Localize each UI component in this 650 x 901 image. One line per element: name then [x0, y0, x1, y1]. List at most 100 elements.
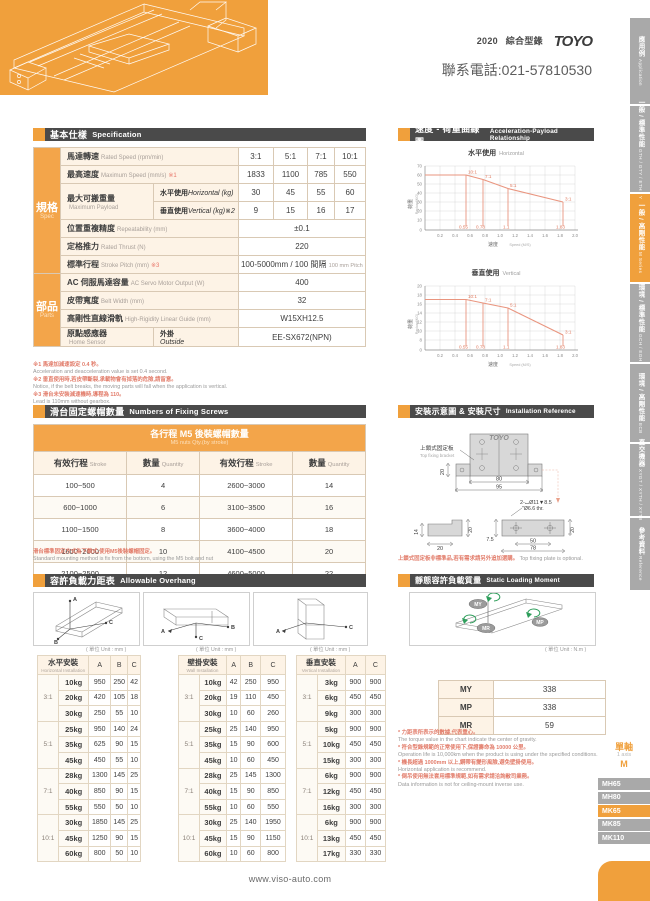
cell: 450	[344, 829, 366, 847]
sidebar-tab-m-series[interactable]: 一般 / 高剛性能 M Series	[630, 194, 650, 282]
cell: 10kg	[317, 736, 346, 753]
cell: 300	[344, 705, 366, 722]
svg-text:"Ø6.6 thr.: "Ø6.6 thr.	[522, 506, 544, 512]
sidebar-tab-label: 應用例	[637, 36, 644, 57]
moment-key: MY	[438, 680, 494, 699]
section-title-en: Static Loading Moment	[486, 577, 560, 584]
cell: 300	[364, 798, 387, 816]
svg-text:0.55: 0.55	[459, 225, 468, 230]
sidebar-tab-ecb[interactable]: 環境 / 高剛性能 ECB	[630, 364, 650, 442]
svg-text:14: 14	[417, 311, 422, 316]
sidebar-tab-label: 參考資料	[637, 526, 644, 555]
overhang-diagram-wall: A B C	[143, 592, 250, 646]
cell: 40kg	[199, 783, 227, 800]
svg-text:1.83: 1.83	[556, 225, 565, 230]
chart-vertical: 垂直使用 Vertical 10:1 7:1 5:1	[398, 268, 594, 375]
spec-value: 55	[307, 183, 335, 202]
screws-table-title: 各行程 M5 後裝螺帽數量 M5 nuts Qty.(by stroke)	[33, 424, 366, 452]
cell: 10	[225, 751, 242, 769]
note-text: ※2 垂直使用時,若皮帶斷裂,承載物會有掉落的危險,請留意。	[33, 376, 177, 383]
cell: 550	[88, 798, 112, 816]
sidebar-tab-gch-egh[interactable]: 環境 / 標準性能 GCH / EGH	[630, 284, 650, 362]
section-header-install: 安裝示意圖 & 安裝尺寸 Installation Reference	[398, 405, 594, 418]
cell: 145	[110, 814, 129, 831]
svg-text:20: 20	[437, 546, 443, 552]
svg-text:1.6: 1.6	[542, 353, 548, 358]
svg-text:30: 30	[417, 200, 422, 205]
cell: 19	[225, 689, 242, 707]
spec-group-en: Spec	[40, 213, 54, 220]
table-row: 原點感應器 Home Sensor 外掛 Outside EE-SX672(NPN)	[34, 327, 367, 347]
note-text: 滑台標準固定方式為下鎖式,使用M5後裝螺帽固定。	[33, 549, 156, 555]
model-tab-mh80[interactable]: MH80	[598, 791, 650, 804]
cell: 900	[344, 767, 366, 785]
cell: 45kg	[199, 829, 227, 847]
overhang-table-horizontal: 水平安裝 Horizontal Installation A B C 3:1 10…	[36, 655, 141, 863]
table-row: 最高速度 Maximum Speed (mm/s) ※1 1833 1100 785…	[34, 165, 367, 184]
table-row: 45kg 1250 90 15	[38, 829, 141, 847]
model-tabs[interactable]: MH65 MH80 MK65 MK85 MK110	[598, 778, 650, 846]
table-row: 7:1 28kg 25 145 1300	[178, 767, 286, 816]
sidebar-tab-reference[interactable]: 參考資料 Reference	[630, 518, 650, 590]
model-tab-mk110[interactable]: MK110	[598, 832, 650, 844]
install-note: 上鎖式固定板非標準品,若有需求請另外追加選購。 Top fixing plate…	[398, 556, 598, 563]
sidebar-tab-label: 一般 / 標準性能	[637, 98, 644, 147]
note-text: The torque value in the chart indicate t…	[398, 737, 537, 744]
svg-text:0.6: 0.6	[467, 233, 473, 238]
table-row: 3:1 10kg 42 250 950	[178, 674, 286, 722]
cell: 60	[240, 845, 262, 863]
cell: 450	[344, 689, 366, 707]
column-header-b: B	[240, 655, 262, 675]
cell: 8	[126, 518, 200, 541]
sidebar-tab-application[interactable]: 應用例 Application	[630, 18, 650, 104]
svg-text:0.2: 0.2	[437, 233, 443, 238]
svg-text:78: 78	[530, 546, 536, 552]
model-tab-mh65[interactable]: MH65	[598, 778, 650, 790]
cell: 50	[110, 798, 129, 816]
cell: 30kg	[57, 814, 90, 831]
spec-value: 400	[237, 273, 367, 292]
contact-phone: 聯系電話:021-57810530	[441, 62, 592, 78]
svg-text:A: A	[161, 629, 165, 635]
chart-title: 水平使用 Horizontal	[468, 150, 524, 157]
catalog-name: 綜合型錄	[505, 36, 543, 46]
cell: 1250	[88, 829, 112, 847]
cell: 30kg	[199, 814, 227, 831]
cell: 260	[260, 705, 286, 722]
spec-label-home-sensor: 原點感應器 Home Sensor	[60, 327, 154, 347]
sidebar-tab-sublabel: GTH / GTY / ETH / Y	[638, 148, 643, 200]
svg-text:7.5: 7.5	[486, 537, 493, 543]
static-loading-moment-table: MY 338 MP 338 MR 59	[438, 680, 606, 735]
note-text: Notice, if the belt breaks, the moving p…	[33, 384, 228, 391]
svg-text:1.4: 1.4	[527, 233, 533, 238]
svg-text:18: 18	[417, 293, 422, 298]
cell: 950	[260, 674, 286, 691]
cell: 105	[110, 689, 129, 707]
table-row: 壁掛安裝 Wall Installation A B C	[178, 655, 286, 675]
moment-key: MR	[438, 716, 494, 735]
svg-text:荷重: 荷重	[407, 319, 414, 329]
cell: 15	[127, 829, 141, 847]
sidebar-tab-gth-gty-eth-y[interactable]: 一般 / 標準性能 GTH / GTY / ETH / Y	[630, 99, 650, 199]
svg-text:1.1: 1.1	[503, 225, 510, 230]
spec-label-stroke-pitch: 標準行程 Stroke Pitch (mm) ※3	[60, 255, 239, 274]
cell: 35kg	[57, 736, 90, 753]
moment-notes: * 力距表所表示的數據,代表重心。 The torque value in th…	[398, 730, 598, 789]
model-tab-mk85[interactable]: MK85	[598, 818, 650, 831]
cell: 420	[88, 689, 112, 707]
ratio-label: 10:1	[296, 814, 318, 863]
note-text: Standard mounting method is fix from the…	[33, 556, 214, 563]
svg-text:2-⌴Ø11▼8.5: 2-⌴Ø11▼8.5	[520, 500, 552, 506]
sidebar-tab-xygt-xyth-xytb[interactable]: 直交機器 XYGT / XYTH / XYTB	[630, 439, 650, 521]
cell: 42	[225, 674, 242, 691]
table-row: MP 338	[438, 698, 606, 717]
model-tab-mk65[interactable]: MK65	[598, 805, 650, 817]
svg-text:3:1: 3:1	[565, 197, 572, 202]
svg-text:7:1: 7:1	[485, 298, 492, 303]
svg-text:20: 20	[570, 527, 576, 533]
sidebar-tabs[interactable]: 應用例 Application 一般 / 標準性能 GTH / GTY / ET…	[630, 18, 650, 592]
chart-canvas-horizontal: 10:1 7:1 5:1 3:1 0.55 0.78 1.1 1.83 70 60 50 4…	[407, 164, 579, 248]
cell: 900	[364, 720, 387, 738]
footer-website[interactable]: www.viso-auto.com	[248, 874, 332, 884]
cell: 1300	[260, 767, 286, 785]
